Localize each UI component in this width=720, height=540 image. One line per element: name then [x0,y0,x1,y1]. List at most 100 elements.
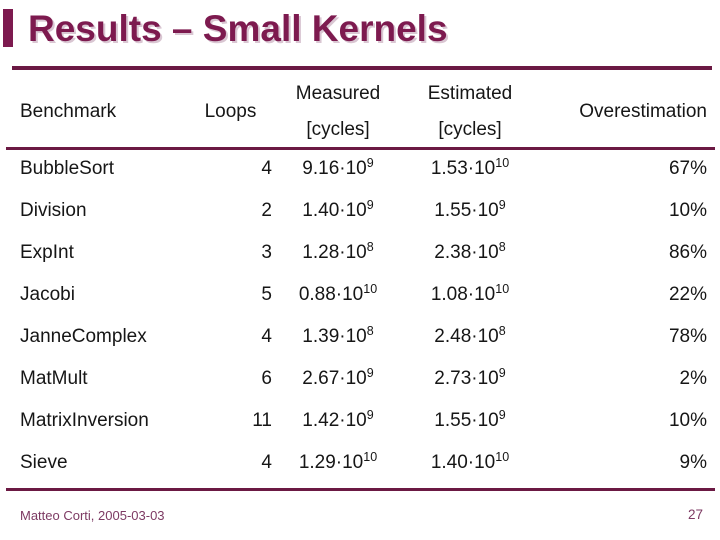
estimated-base: 1.53·10 [430,158,496,179]
estimated-exponent: 9 [498,408,506,422]
measured-exponent: 8 [366,324,374,338]
estimated-cell: 2.38·108 [403,232,537,274]
estimated-exponent: 8 [498,240,506,254]
column-header-loops: Loops [204,101,257,122]
measured-cell: 1.42·109 [273,400,403,442]
benchmark-cell: Division [20,200,87,221]
measured-cell: 2.67·109 [273,358,403,400]
measured-cell: 1.40·109 [273,190,403,232]
measured-header-line2: [cycles] [306,119,370,140]
estimated-cell: 1.40·1010 [403,442,537,484]
estimated-header-line2: [cycles] [438,119,502,140]
table-row: ExpInt 3 1.28·108 2.38·108 86% [18,232,708,274]
overestimation-cell: 2% [679,368,707,389]
column-header-benchmark: Benchmark [20,101,117,122]
measured-base: 1.42·10 [302,410,367,431]
estimated-cell: 1.08·1010 [403,274,537,316]
table-row: Division 2 1.40·109 1.55·109 10% [18,190,708,232]
table-header-divider [6,147,715,150]
estimated-cell: 1.53·1010 [403,148,537,190]
overestimation-cell: 78% [668,326,707,347]
estimated-cell: 2.48·108 [403,316,537,358]
measured-cell: 1.29·1010 [273,442,403,484]
measured-exponent: 10 [363,282,378,296]
measured-base: 1.29·10 [298,452,364,473]
estimated-cell: 1.55·109 [403,400,537,442]
benchmark-cell: BubbleSort [20,158,115,179]
column-header-estimated: Estimated [cycles] [403,76,537,148]
estimated-exponent: 10 [495,282,510,296]
benchmark-cell: MatMult [20,368,88,389]
table-header: Benchmark Loops Measured [cycles] Estima… [18,76,708,148]
measured-cell: 9.16·109 [273,148,403,190]
estimated-base: 1.55·10 [434,200,499,221]
estimated-base: 1.40·10 [430,452,496,473]
overestimation-cell: 67% [668,158,707,179]
benchmark-cell: JanneComplex [20,326,147,347]
header-row: Benchmark Loops Measured [cycles] Estima… [18,76,708,148]
estimated-header-line1: Estimated [427,83,513,104]
estimated-exponent: 10 [495,450,510,464]
measured-exponent: 8 [366,240,374,254]
title-accent-bar [3,9,13,47]
estimated-base: 2.73·10 [434,368,499,389]
overestimation-cell: 10% [668,410,707,431]
table-row: BubbleSort 4 9.16·109 1.53·1010 67% [18,148,708,190]
results-table: Benchmark Loops Measured [cycles] Estima… [18,76,708,484]
page-title: Results – Small Kernels [28,8,448,49]
measured-exponent: 9 [366,198,374,212]
estimated-base: 1.08·10 [430,284,496,305]
loops-cell: 5 [261,284,272,305]
estimated-base: 2.38·10 [434,242,499,263]
estimated-exponent: 8 [498,324,506,338]
overestimation-cell: 22% [668,284,707,305]
table-row: MatrixInversion 11 1.42·109 1.55·109 10% [18,400,708,442]
estimated-cell: 1.55·109 [403,190,537,232]
measured-base: 9.16·10 [302,158,367,179]
column-header-overestimation: Overestimation [579,101,707,122]
measured-cell: 0.88·1010 [273,274,403,316]
benchmark-cell: Jacobi [20,284,75,305]
benchmark-cell: ExpInt [20,242,74,263]
loops-cell: 2 [261,200,272,221]
table-body: BubbleSort 4 9.16·109 1.53·1010 67% Divi… [18,148,708,484]
estimated-base: 2.48·10 [434,326,499,347]
loops-cell: 11 [252,410,272,431]
benchmark-cell: Sieve [20,452,68,473]
estimated-exponent: 10 [495,156,510,170]
loops-cell: 4 [261,452,272,473]
measured-base: 1.39·10 [302,326,367,347]
table-row: JanneComplex 4 1.39·108 2.48·108 78% [18,316,708,358]
estimated-base: 1.55·10 [434,410,499,431]
measured-exponent: 9 [366,366,374,380]
overestimation-cell: 9% [679,452,707,473]
loops-cell: 6 [261,368,272,389]
table-row: Jacobi 5 0.88·1010 1.08·1010 22% [18,274,708,316]
measured-exponent: 9 [366,408,374,422]
measured-exponent: 9 [366,156,374,170]
estimated-exponent: 9 [498,366,506,380]
loops-cell: 3 [261,242,272,263]
loops-cell: 4 [261,326,272,347]
estimated-cell: 2.73·109 [403,358,537,400]
table-row: Sieve 4 1.29·1010 1.40·1010 9% [18,442,708,484]
estimated-exponent: 9 [498,198,506,212]
footer-author-date: Matteo Corti, 2005-03-03 [20,508,165,523]
page-number: 27 [687,507,703,522]
benchmark-cell: MatrixInversion [20,410,149,431]
overestimation-cell: 10% [668,200,707,221]
table-bottom-divider [6,488,715,491]
measured-cell: 1.28·108 [273,232,403,274]
measured-exponent: 10 [363,450,378,464]
measured-header-line1: Measured [295,83,381,104]
measured-cell: 1.39·108 [273,316,403,358]
column-header-measured: Measured [cycles] [273,76,403,148]
measured-base: 2.67·10 [302,368,367,389]
measured-base: 1.28·10 [302,242,367,263]
measured-base: 1.40·10 [302,200,367,221]
loops-cell: 4 [261,158,272,179]
overestimation-cell: 86% [668,242,707,263]
table-row: MatMult 6 2.67·109 2.73·109 2% [18,358,708,400]
measured-base: 0.88·10 [298,284,364,305]
